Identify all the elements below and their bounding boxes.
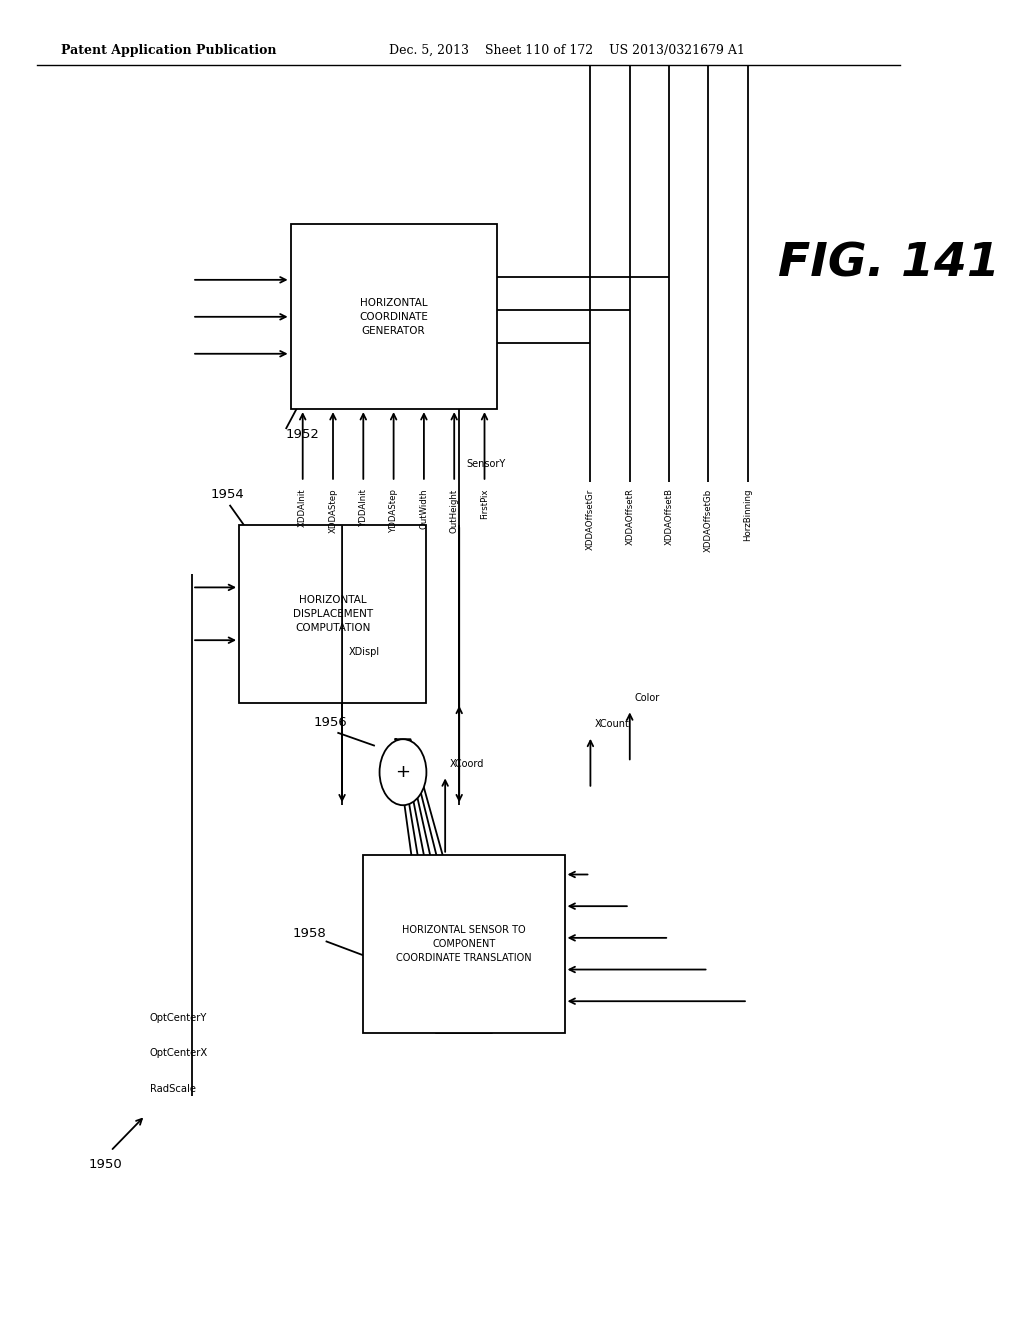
Bar <box>291 224 497 409</box>
Text: HORIZONTAL SENSOR TO
COMPONENT
COORDINATE TRANSLATION: HORIZONTAL SENSOR TO COMPONENT COORDINAT… <box>396 925 531 962</box>
Text: 1954: 1954 <box>211 488 245 502</box>
Text: XCoord: XCoord <box>450 759 484 768</box>
Text: HORIZONTAL
COORDINATE
GENERATOR: HORIZONTAL COORDINATE GENERATOR <box>359 298 428 335</box>
Bar <box>364 855 564 1032</box>
Text: YDDAStep: YDDAStep <box>389 488 398 532</box>
Text: RadScale: RadScale <box>150 1084 196 1094</box>
Text: FirstPix: FirstPix <box>480 488 489 519</box>
Text: HORIZONTAL
DISPLACEMENT
COMPUTATION: HORIZONTAL DISPLACEMENT COMPUTATION <box>293 595 373 632</box>
Text: Color: Color <box>635 693 659 704</box>
Text: XDDAOffsetGb: XDDAOffsetGb <box>703 488 713 552</box>
Text: Patent Application Publication: Patent Application Publication <box>60 44 276 57</box>
Text: SensorY: SensorY <box>467 458 506 469</box>
Text: 1956: 1956 <box>314 715 348 729</box>
Text: XDDAOffsetGr: XDDAOffsetGr <box>586 488 595 549</box>
Text: XCount: XCount <box>595 719 630 729</box>
Text: +: + <box>395 763 411 781</box>
Text: OptCenterX: OptCenterX <box>150 1048 208 1059</box>
Text: 1958: 1958 <box>293 927 327 940</box>
Text: HorzBinning: HorzBinning <box>743 488 753 541</box>
Bar <box>239 524 426 702</box>
Text: XDDAStep: XDDAStep <box>329 488 338 533</box>
Text: OutHeight: OutHeight <box>450 488 459 533</box>
Text: 1950: 1950 <box>89 1158 123 1171</box>
Text: YDDAInit: YDDAInit <box>358 488 368 527</box>
Polygon shape <box>395 739 492 1032</box>
Text: OutWidth: OutWidth <box>420 488 428 529</box>
Text: XDDAInit: XDDAInit <box>298 488 307 527</box>
Text: XDispl: XDispl <box>348 647 380 657</box>
Text: XDDAOffsetB: XDDAOffsetB <box>665 488 674 545</box>
Text: FIG. 141: FIG. 141 <box>778 242 999 286</box>
Circle shape <box>380 739 426 805</box>
Text: OptCenterY: OptCenterY <box>150 1012 207 1023</box>
Text: Dec. 5, 2013    Sheet 110 of 172    US 2013/0321679 A1: Dec. 5, 2013 Sheet 110 of 172 US 2013/03… <box>389 44 744 57</box>
Text: XDDAOffsetR: XDDAOffsetR <box>626 488 634 545</box>
Text: 1952: 1952 <box>286 428 319 441</box>
